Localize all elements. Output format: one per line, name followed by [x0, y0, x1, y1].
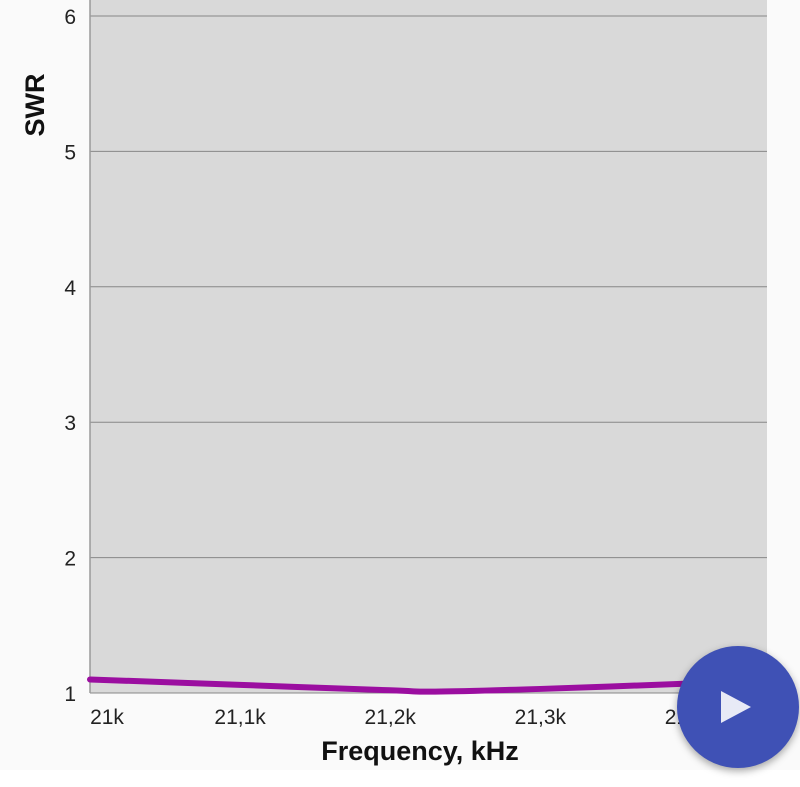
play-button[interactable] [677, 646, 799, 768]
x-tick-label: 21,3k [515, 706, 567, 729]
plot-area [90, 0, 767, 693]
x-axis-title: Frequency, kHz [321, 736, 519, 766]
x-tick-label: 21k [90, 706, 124, 729]
x-tick-label: 21,1k [214, 706, 266, 729]
y-tick-label: 5 [64, 141, 76, 164]
y-tick-label: 6 [64, 6, 76, 29]
y-tick-label: 4 [64, 277, 76, 300]
y-tick-label: 3 [64, 412, 76, 435]
y-tick-labels: 1 2 3 4 5 6 [64, 6, 76, 706]
grid-lines [89, 0, 767, 694]
y-axis-title: SWR [20, 74, 50, 137]
y-tick-label: 2 [64, 548, 76, 571]
swr-series-line [87, 676, 770, 695]
x-tick-label: 21,2k [365, 706, 417, 729]
play-icon [721, 691, 751, 723]
bottom-bar [0, 770, 800, 787]
y-tick-label: 1 [64, 683, 76, 706]
